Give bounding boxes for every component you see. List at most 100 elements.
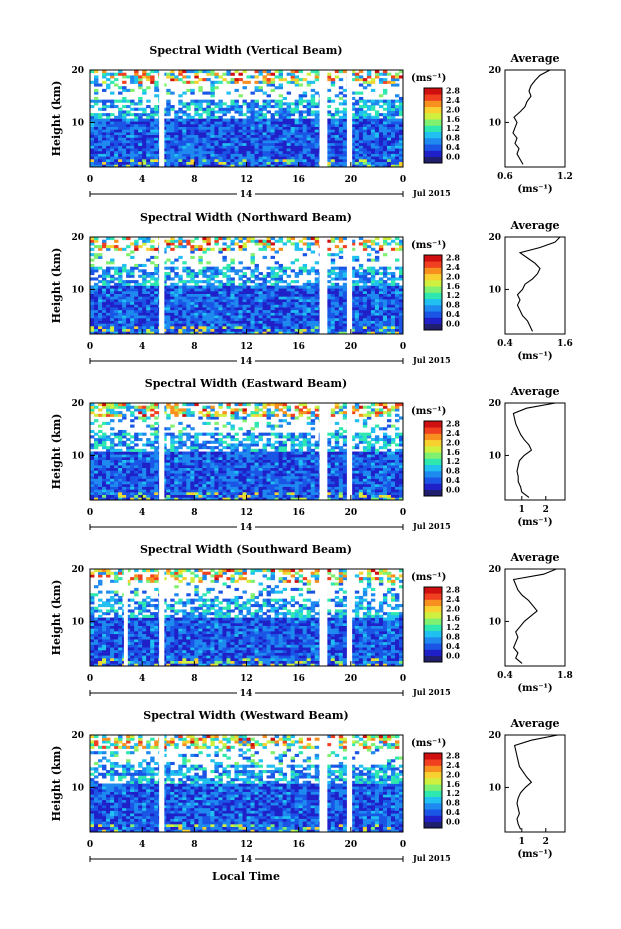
heatmap-cell [118,312,123,316]
heatmap-cell [366,134,372,138]
heatmap-cell [90,473,95,477]
heatmap-cell [270,121,275,125]
heatmap-cell [174,296,179,300]
heatmap-cell [342,320,348,324]
heatmap-cell [350,288,356,292]
heatmap-cell [194,129,199,133]
heatmap-cell [94,320,99,324]
heatmap-cell [94,489,99,493]
heatmap-cell [302,483,308,487]
heatmap-cell [266,105,271,109]
heatmap-cell [370,489,376,493]
heatmap-cell [162,282,167,286]
heatmap-cell [222,258,227,262]
heatmap-cell [290,285,296,289]
heatmap-cell [174,481,179,485]
heatmap-cell [334,277,340,281]
heatmap-cell [254,293,259,297]
heatmap-cell [218,75,223,79]
heatmap-cell [126,126,131,130]
heatmap-cell [222,475,227,479]
heatmap-cell [130,113,135,117]
heatmap-cell [258,164,263,168]
heatmap-cell [358,263,364,268]
heatmap-cell [302,94,308,98]
heatmap-cell [366,148,372,152]
heatmap-cell [166,325,171,330]
heatmap-cell [358,315,364,319]
heatmap-cell [394,258,400,262]
heatmap-cell [310,237,316,241]
heatmap-cell [350,91,356,95]
heatmap-cell [306,317,312,321]
heatmap-cell [98,325,103,330]
heatmap-cell [198,331,203,335]
heatmap-cell [290,107,296,111]
heatmap-cell [178,478,183,482]
heatmap-cell [206,148,211,152]
heatmap-cell [386,137,392,141]
heatmap-cell [258,478,263,482]
heatmap-cell [362,497,368,501]
heatmap-cell [302,126,308,130]
heatmap-cell [258,115,263,119]
heatmap-cell [262,107,267,111]
heatmap-cell [166,486,171,490]
heatmap-cell [198,315,203,319]
heatmap-cell [334,315,340,319]
heatmap-cell [362,137,368,141]
heatmap-cell [194,304,199,308]
heatmap-cell [370,317,376,321]
heatmap-cell [334,123,340,127]
heatmap-cell [298,78,304,82]
heatmap-cell [126,328,131,332]
heatmap-cell [102,331,107,335]
heatmap-cell [118,486,123,490]
heatmap-cell [358,156,364,160]
heatmap-cell [130,494,135,498]
heatmap-cell [226,307,231,311]
heatmap-cell [338,309,344,313]
heatmap-cell [150,328,155,332]
heatmap-cell [350,478,356,482]
heatmap-cell [170,156,175,160]
heatmap-cell [210,161,215,165]
heatmap-cell [206,481,211,485]
heatmap-cell [102,105,107,109]
heatmap-cell [362,489,368,493]
heatmap-cell [198,497,203,501]
heatmap-cell [250,113,255,117]
heatmap-cell [250,118,255,122]
heatmap-cell [226,158,231,163]
heatmap-cell [382,102,388,106]
heatmap-cell [94,121,99,125]
heatmap-cell [246,494,251,498]
heatmap-cell [162,266,167,270]
heatmap-cell [362,277,368,281]
heatmap-cell [278,277,284,281]
heatmap-cell [290,301,296,305]
heatmap-cell [118,325,123,330]
heatmap-cell [302,148,308,152]
heatmap-cell [390,285,396,289]
heatmap-cell [134,298,139,303]
heatmap-cell [370,80,376,84]
heatmap-cell [362,269,368,273]
heatmap-cell [206,131,211,136]
heatmap-cell [358,288,364,292]
heatmap-cell [270,131,275,136]
heatmap-cell [314,285,320,289]
heatmap-cell [214,323,219,327]
heatmap-cell [246,75,251,79]
heatmap-cell [354,258,360,262]
heatmap-cell [338,118,344,122]
heatmap-cell [202,290,207,294]
heatmap-cell [218,269,223,273]
heatmap-cell [386,290,392,294]
colorbar-tick-label: 0.8 [446,133,460,143]
heatmap-cell [114,148,119,152]
heatmap-cell [186,331,191,335]
heatmap-cell [214,304,219,308]
heatmap-cell [142,75,147,79]
heatmap-cell [186,148,191,152]
